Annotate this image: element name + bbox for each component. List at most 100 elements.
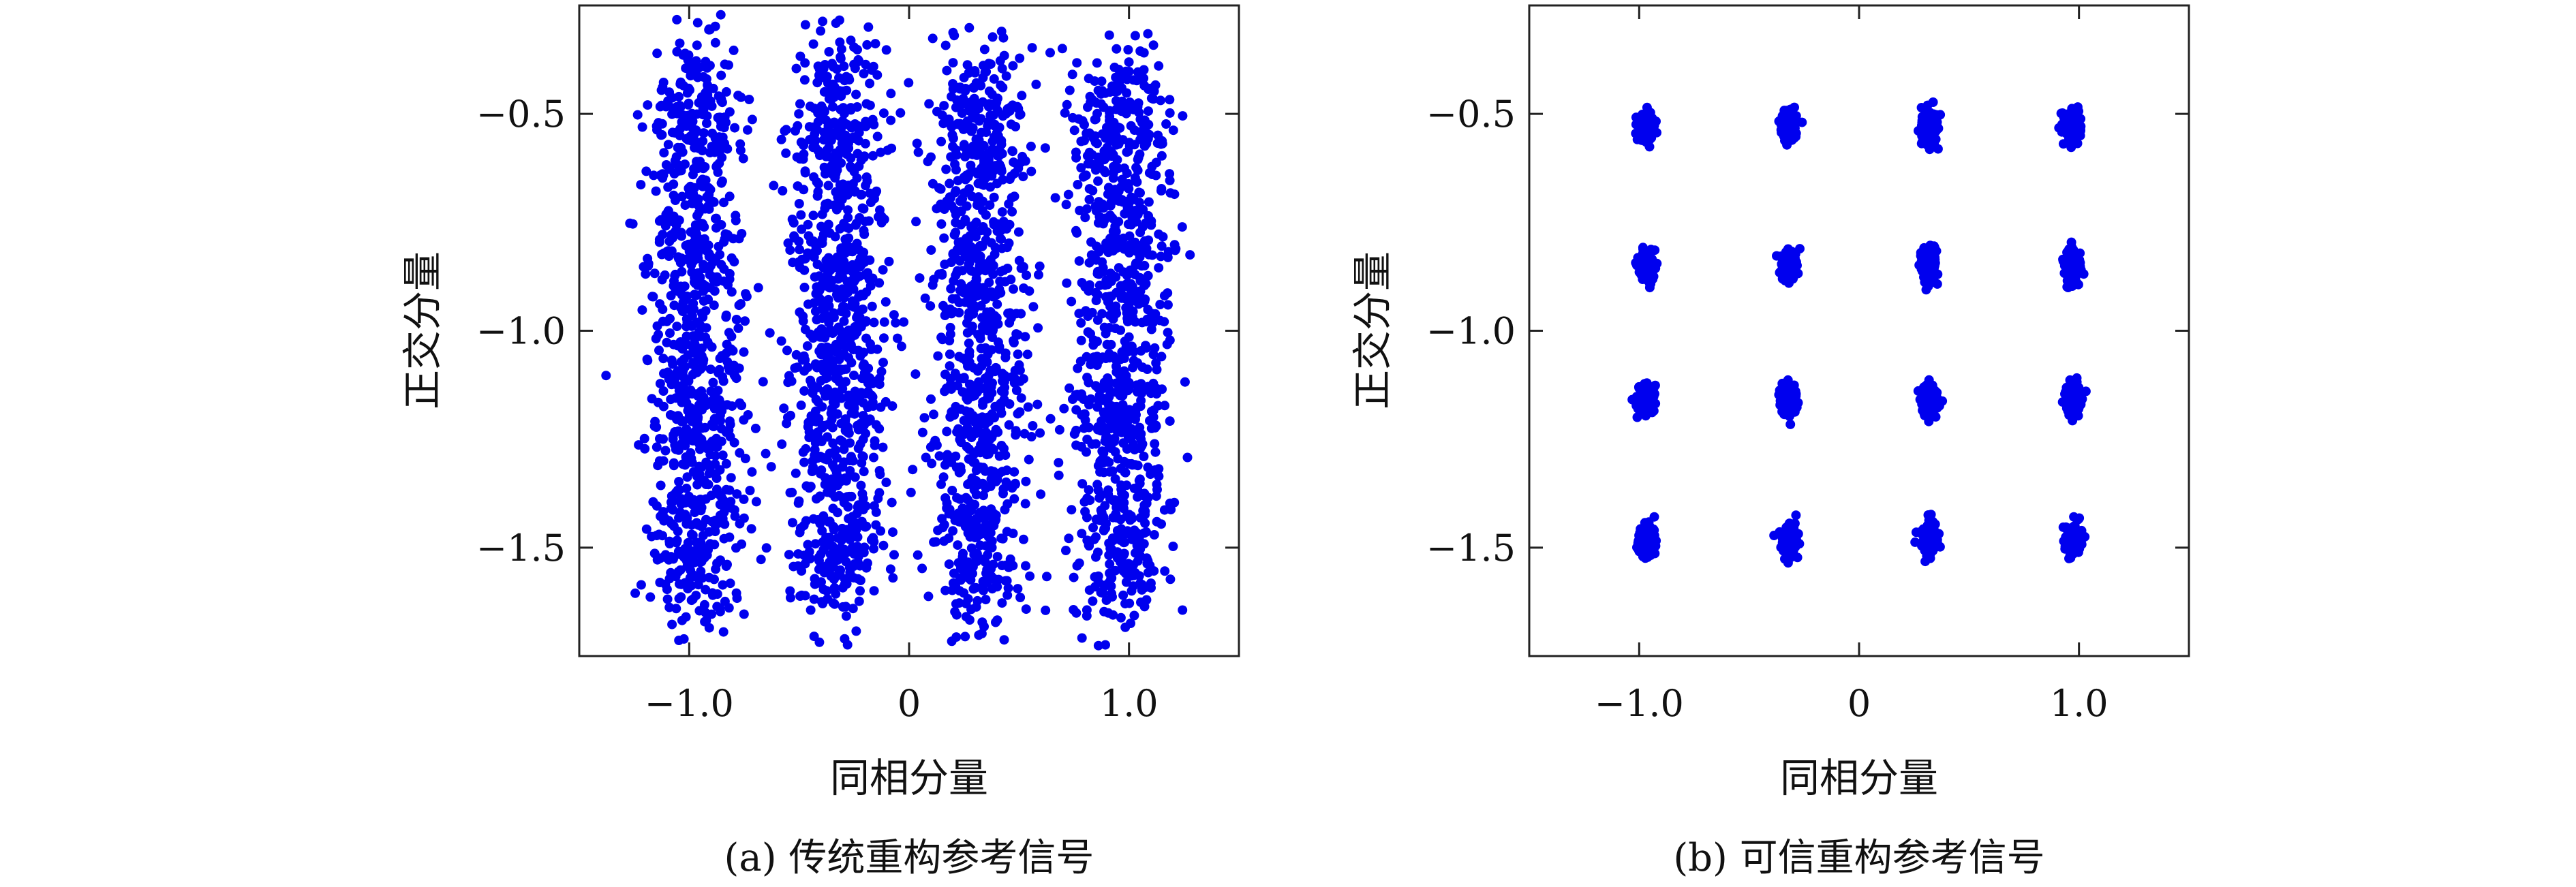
panel-a-point — [684, 135, 694, 145]
panel-a-point — [942, 498, 952, 508]
panel-a-point — [844, 233, 854, 243]
panel-a-point — [872, 344, 883, 354]
panel-a-point — [1080, 507, 1090, 516]
panel-a-point — [1096, 99, 1106, 109]
panel-a-point — [891, 317, 901, 328]
panel-a-point — [941, 164, 951, 174]
panel-a-point — [818, 585, 829, 595]
panel-a-point — [883, 145, 893, 155]
panel-a-point — [766, 462, 776, 472]
panel-a-point — [1114, 196, 1124, 206]
panel-a-point — [973, 251, 983, 262]
panel-a-point — [728, 234, 738, 244]
panel-a-point — [699, 234, 709, 244]
panel-a-point — [849, 371, 859, 380]
panel-a-point — [947, 486, 957, 495]
panel-a-point — [1163, 328, 1173, 338]
panel-a-point — [1007, 206, 1017, 217]
panel-a-point — [989, 74, 999, 84]
panel-a-point — [998, 533, 1008, 544]
panel-a-point — [865, 255, 875, 265]
panel-a-point — [869, 586, 879, 596]
panel-a-point — [927, 178, 938, 189]
panel-a-point — [816, 597, 827, 607]
panel-a-point — [1026, 166, 1037, 176]
panel-a-point — [810, 539, 821, 549]
panel-b-point — [1783, 129, 1793, 140]
panel-a-point — [794, 109, 804, 119]
panel-a-point — [987, 171, 997, 181]
panel-a-point — [1122, 566, 1132, 576]
panel-a-point — [996, 80, 1006, 91]
panel-a-point — [1119, 163, 1129, 173]
panel-a-point — [1077, 529, 1087, 539]
panel-a-point — [735, 518, 745, 529]
panel-a-point — [971, 490, 981, 500]
panel-a-point — [964, 615, 975, 625]
panel-a-point — [841, 377, 850, 387]
panel-a-point — [737, 539, 747, 549]
panel-a-point — [1135, 513, 1146, 523]
panel-a-point — [985, 110, 996, 121]
panel-a-point — [1114, 72, 1124, 82]
panel-a-point — [1071, 405, 1082, 415]
panel-a-point — [690, 142, 699, 153]
panel-a-point — [1077, 633, 1087, 643]
panel-a-point — [707, 516, 717, 527]
panel-a-point — [827, 422, 838, 433]
panel-a-point — [1110, 82, 1120, 93]
panel-a-point — [937, 268, 947, 279]
panel-a-point — [869, 544, 878, 554]
panel-a-point — [824, 142, 834, 153]
panel-a-point — [738, 153, 748, 164]
panel-a-point — [791, 349, 801, 360]
panel-b-point — [2063, 123, 2073, 134]
panel-a-point — [986, 238, 996, 248]
panel-b-point — [1926, 137, 1936, 147]
panel-a-point — [988, 269, 998, 279]
panel-a-point — [1116, 612, 1126, 623]
panel-a-point — [647, 292, 658, 302]
panel-a-point — [948, 526, 958, 536]
panel-a-point — [950, 606, 960, 617]
panel-a-point — [853, 424, 863, 435]
panel-a-point — [716, 424, 726, 434]
panel-a-point — [1107, 573, 1117, 583]
panel-a-point — [964, 22, 975, 33]
panel-a-point — [1135, 149, 1145, 159]
panel-a-point — [995, 56, 1005, 66]
panel-a-point — [835, 52, 846, 62]
panel-a-point — [684, 491, 694, 501]
panel-a-point — [971, 273, 981, 283]
panel-a-point — [656, 85, 666, 95]
panel-a-point — [818, 63, 829, 74]
panel-a-point — [690, 508, 700, 518]
panel-a-point — [936, 136, 947, 146]
panel-b-point — [1642, 102, 1652, 112]
panel-a-point — [829, 599, 840, 609]
panel-a-point — [688, 298, 698, 309]
panel-a-point — [981, 520, 992, 531]
panel-a-point — [825, 516, 835, 527]
panel-a-point — [936, 219, 947, 229]
panel-a-point — [679, 336, 690, 346]
panel-a-point — [862, 40, 872, 50]
panel-a-point — [795, 51, 806, 61]
panel-a-point — [1020, 332, 1030, 342]
panel-a-point — [1185, 250, 1195, 260]
panel-a-point — [939, 101, 949, 111]
panel-a-point — [659, 148, 669, 158]
panel-a-point — [865, 78, 875, 89]
panel-a-point — [803, 540, 813, 550]
panel-a-point — [920, 293, 930, 303]
panel-a-point — [1163, 252, 1173, 262]
panel-a-point — [1084, 400, 1094, 409]
panel-a-point — [1077, 389, 1086, 399]
panel-a-point — [1071, 153, 1082, 163]
panel-a-point — [679, 295, 690, 305]
panel-a-point — [1094, 197, 1104, 207]
panel-a-point — [869, 119, 879, 129]
panel-a-point — [1105, 108, 1115, 118]
panel-a-point — [1121, 302, 1131, 313]
panel-a-point — [1144, 197, 1154, 207]
